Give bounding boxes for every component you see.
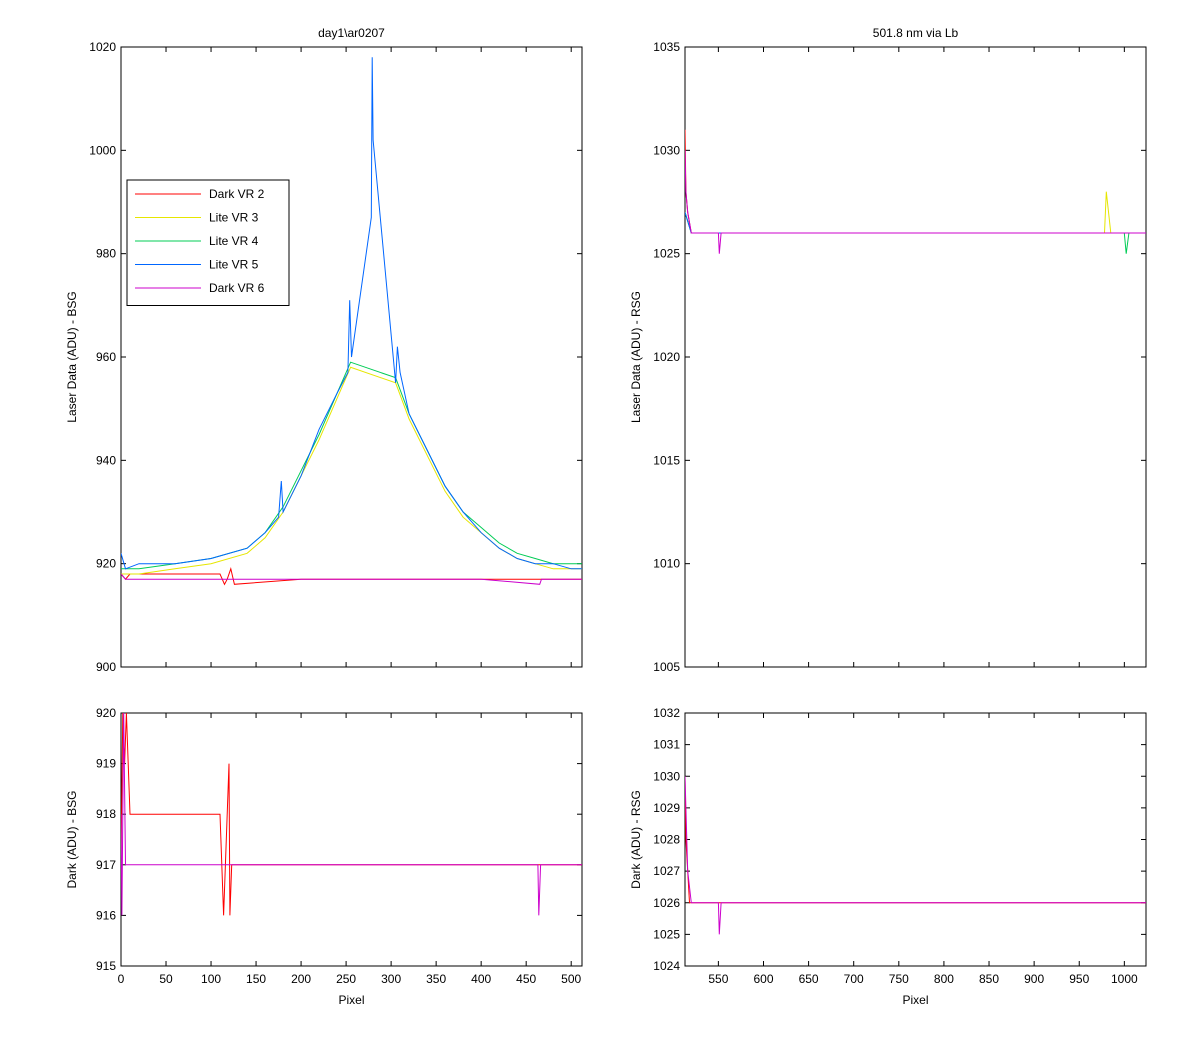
x-tick-label: 100 (201, 972, 221, 986)
y-tick-label: 919 (96, 757, 116, 771)
legend-label-lite-vr-4: Lite VR 4 (209, 234, 259, 248)
x-tick-label: 450 (516, 972, 536, 986)
x-tick-label: 0 (118, 972, 125, 986)
y-axis-label: Laser Data (ADU) - BSG (65, 291, 79, 422)
legend: Dark VR 2 Lite VR 3 Lite VR 4 Lite VR 5 Dark… (126, 179, 290, 306)
y-tick-label: 1029 (653, 801, 680, 815)
legend-label-dark-vr-2: Dark VR 2 (209, 187, 265, 201)
x-tick-label: 50 (159, 972, 173, 986)
x-tick-label: 300 (381, 972, 401, 986)
legend-label-lite-vr-5: Lite VR 5 (209, 258, 259, 272)
legend-label-dark-vr-6: Dark VR 6 (209, 281, 265, 295)
x-tick-label: 700 (844, 972, 864, 986)
x-tick-label: 550 (708, 972, 728, 986)
x-tick-label: 250 (336, 972, 356, 986)
y-tick-label: 940 (96, 453, 116, 467)
series-line-dark-vr-6 (685, 776, 1146, 935)
y-tick-label: 1010 (653, 557, 680, 571)
chart-title: day1\ar0207 (318, 26, 385, 40)
series-line-dark-vr-6 (121, 573, 582, 585)
panel-dark-rsg: 1024 1025 1026 1027 1028 1029 1030 1031 1032 550 6… (629, 706, 1147, 1007)
y-tick-label: 917 (96, 858, 116, 872)
y-axis-label: Dark (ADU) - BSG (65, 790, 79, 888)
x-tick-label: 950 (1069, 972, 1089, 986)
y-axis-label: Laser Data (ADU) - RSG (629, 291, 643, 423)
x-tick-label: 650 (799, 972, 819, 986)
y-tick-label: 920 (96, 557, 116, 571)
plot-area (120, 712, 583, 967)
x-tick-label: 350 (426, 972, 446, 986)
y-tick-label: 900 (96, 660, 116, 674)
panel-dark-bsg: 915 916 917 918 919 920 0 50 100 150 200 250 300 350 4… (65, 706, 583, 1007)
y-tick-label: 1024 (653, 959, 680, 973)
y-tick-label: 1020 (89, 40, 116, 54)
y-tick-label: 1025 (653, 247, 680, 261)
panel-laser-rsg: 1005 1010 1015 1020 1025 1030 1035 501.8 nm via… (629, 26, 1147, 674)
y-tick-label: 980 (96, 247, 116, 261)
y-tick-label: 1025 (653, 927, 680, 941)
y-tick-label: 960 (96, 350, 116, 364)
x-tick-label: 850 (979, 972, 999, 986)
series-line-dark-vr-6 (121, 713, 582, 916)
series-line-lite-vr-5 (121, 57, 582, 570)
y-tick-label: 1030 (653, 769, 680, 783)
y-tick-label: 1027 (653, 864, 680, 878)
y-tick-label: 1015 (653, 453, 680, 467)
legend-box (126, 179, 290, 306)
chart-title: 501.8 nm via Lb (873, 26, 959, 40)
y-tick-label: 916 (96, 908, 116, 922)
y-tick-label: 1035 (653, 40, 680, 54)
x-tick-label: 400 (471, 972, 491, 986)
plot-area (684, 46, 1147, 668)
x-tick-label: 150 (246, 972, 266, 986)
y-tick-label: 1026 (653, 896, 680, 910)
y-tick-label: 1031 (653, 738, 680, 752)
x-tick-label: 500 (561, 972, 581, 986)
x-axis-label: Pixel (902, 993, 928, 1007)
y-tick-label: 1000 (89, 143, 116, 157)
y-tick-label: 1030 (653, 143, 680, 157)
y-tick-label: 1028 (653, 833, 680, 847)
y-tick-label: 1020 (653, 350, 680, 364)
x-tick-label: 600 (753, 972, 773, 986)
y-tick-label: 918 (96, 807, 116, 821)
x-tick-label: 1000 (1111, 972, 1138, 986)
y-axis-label: Dark (ADU) - RSG (629, 790, 643, 889)
series-line-dark-vr-6 (685, 150, 1146, 254)
x-tick-label: 900 (1024, 972, 1044, 986)
x-axis-label: Pixel (338, 993, 364, 1007)
x-tick-label: 800 (934, 972, 954, 986)
panel-laser-bsg: 900 920 940 960 980 1000 1020 day1\ar0207 Laser … (65, 26, 583, 674)
y-tick-label: 920 (96, 706, 116, 720)
y-tick-label: 915 (96, 959, 116, 973)
plot-area (684, 712, 1147, 967)
legend-label-lite-vr-3: Lite VR 3 (209, 211, 259, 225)
y-tick-label: 1032 (653, 706, 680, 720)
y-tick-label: 1005 (653, 660, 680, 674)
x-tick-label: 750 (889, 972, 909, 986)
x-tick-label: 200 (291, 972, 311, 986)
